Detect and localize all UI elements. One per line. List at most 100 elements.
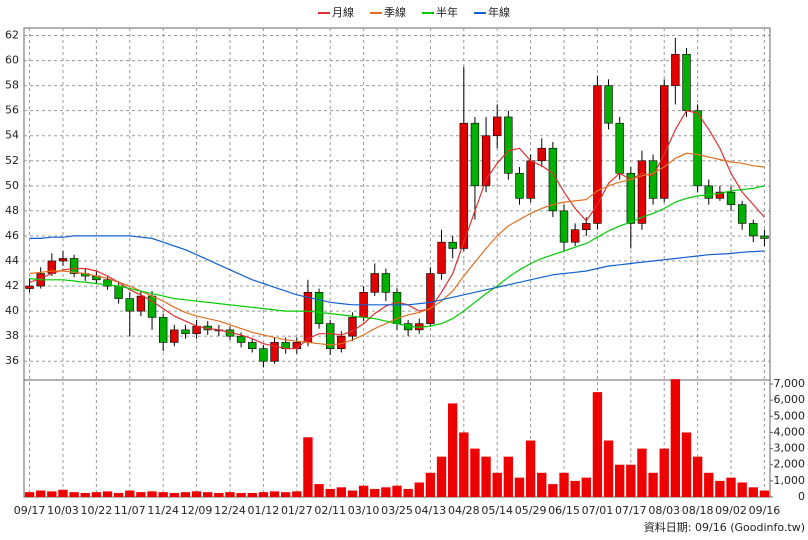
volume-bar [113,492,124,497]
candle-body [648,160,658,199]
volume-bar [236,492,246,497]
volume-bar [24,492,35,497]
volume-bar [136,492,146,497]
legend-label: 半年 [436,5,458,19]
y-tick-label: 46 [5,229,19,242]
candle-body [704,185,713,199]
candle-body [548,147,558,212]
y2-tick-label: 0 [798,490,805,503]
candle-body [715,191,725,199]
footnote: 資料日期: 09/16 (Goodinfo.tw) [644,520,805,534]
candle-body [259,348,268,362]
moving-average-line [29,110,765,350]
candle-body [69,258,79,274]
moving-average-line [29,185,765,329]
y2-tick-label: 3,000 [774,442,806,455]
volume-bar [459,432,469,497]
volume-bar [481,456,491,497]
y-tick-label: 40 [5,304,19,317]
candle-body [103,279,112,287]
legend-label: 月線 [332,5,354,19]
candle-body [314,292,324,324]
candle-body [381,273,391,293]
candle-body [114,285,123,299]
x-tick-label: 08/18 [682,504,714,517]
x-tick-label: 03/10 [348,504,380,517]
volume-bar [269,491,280,497]
volume-bar [447,403,458,497]
volume-bar [503,456,514,497]
volume-bar [147,491,157,497]
volume-bar [436,456,447,497]
volume-bar [659,448,669,497]
volume-bar [670,379,681,497]
candle-body [737,204,747,224]
candle-body [749,223,758,237]
x-tick-label: 11/24 [147,504,179,517]
x-tick-label: 05/14 [481,504,513,517]
candle-body [270,342,279,362]
y2-tick-label: 5,000 [774,409,806,422]
volume-bar [581,477,591,497]
volume-bar [570,480,580,497]
candle-body [325,323,335,349]
volume-bar [169,492,179,497]
volume-bar [525,440,536,497]
candle-body [604,85,613,124]
volume-bar [537,472,547,497]
volume-bar [704,472,714,497]
x-tick-label: 01/12 [248,504,280,517]
moving-average-line [29,235,765,306]
candle-body [170,329,179,343]
candle-body [537,147,546,162]
volume-bar [414,482,424,497]
candle-body [158,317,168,343]
y2-tick-label: 2,000 [774,458,806,471]
volume-bar [692,456,703,497]
volume-bar [603,440,614,497]
volume-bar [615,464,625,497]
volume-bar [737,482,747,497]
volume-bar [626,464,636,497]
candle-body [682,54,691,111]
volume-bar [292,491,302,497]
y2-tick-label: 7,000 [774,377,806,390]
candle-body [593,85,602,224]
candle-body [637,160,647,224]
x-tick-label: 05/29 [515,504,547,517]
x-tick-label: 04/28 [448,504,480,517]
y2-tick-label: 1,000 [774,474,806,487]
y-tick-label: 36 [5,354,19,367]
candle-body [504,116,513,174]
volume-bar [381,487,391,497]
volume-bar [314,484,324,497]
x-tick-label: 07/17 [615,504,647,517]
candle-body [760,235,769,239]
y-tick-label: 62 [5,29,19,42]
volume-bar [748,487,758,497]
y-tick-label: 50 [5,179,19,192]
candle-body [559,210,569,243]
candle-body [660,85,669,199]
y-tick-label: 58 [5,79,19,92]
candle-body [626,173,636,224]
volume-bar [358,485,369,497]
candle-body [348,317,357,337]
volume-bar [759,490,770,497]
volume-bar [648,472,658,497]
x-tick-label: 09/02 [715,504,747,517]
volume-bar [125,490,135,497]
candle-body [136,295,146,312]
volume-bar [347,490,358,497]
candle-body [526,160,535,199]
x-tick-label: 12/24 [214,504,246,517]
volume-bar [247,492,257,497]
candle-body [493,116,502,137]
volume-bar [403,488,413,497]
volume-bar [370,488,380,497]
volume-bar [158,492,168,497]
y-tick-label: 38 [5,329,19,342]
volume-bar [592,392,603,497]
volume-bar [681,432,692,497]
